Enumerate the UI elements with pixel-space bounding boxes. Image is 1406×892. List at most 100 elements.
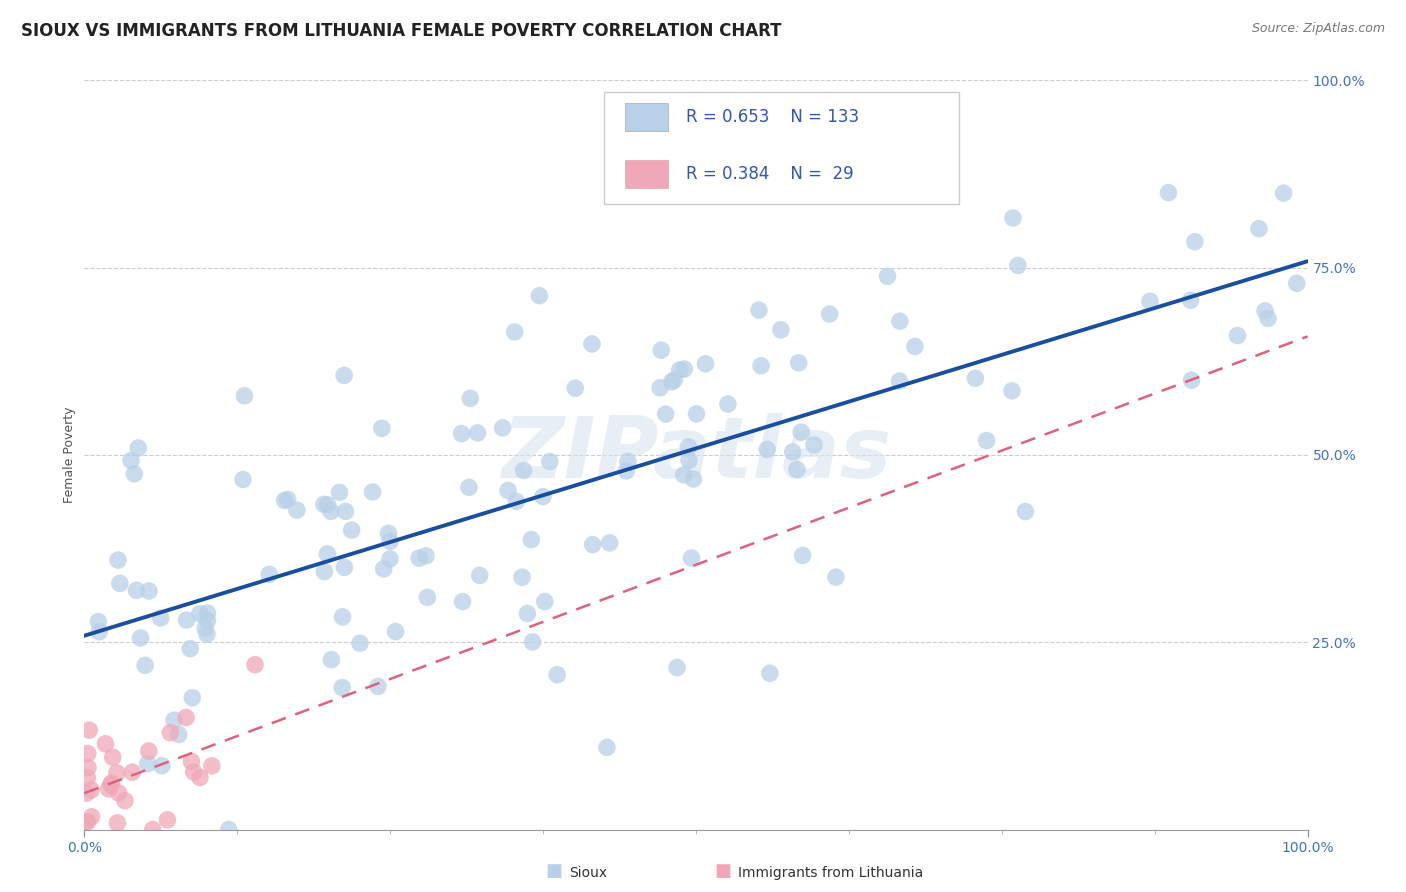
Point — [349, 636, 371, 650]
Point — [965, 371, 987, 385]
Point — [458, 480, 481, 494]
Point — [661, 375, 683, 389]
Point — [201, 759, 224, 773]
Text: ■: ■ — [546, 863, 562, 880]
Point — [769, 323, 792, 337]
Point — [181, 690, 204, 705]
Text: Immigrants from Lithuania: Immigrants from Lithuania — [738, 866, 924, 880]
Point — [1180, 293, 1202, 308]
Point — [319, 504, 342, 518]
Point — [188, 771, 211, 785]
Point — [107, 786, 129, 800]
Point — [183, 764, 205, 779]
Y-axis label: Female Poverty: Female Poverty — [63, 407, 76, 503]
Point — [678, 440, 700, 454]
Point — [522, 635, 544, 649]
Point — [277, 492, 299, 507]
Point — [330, 681, 353, 695]
Point — [976, 434, 998, 448]
Point — [176, 613, 198, 627]
Point — [492, 421, 515, 435]
Point — [76, 771, 98, 785]
Point — [194, 621, 217, 635]
Point — [520, 533, 543, 547]
Point — [156, 813, 179, 827]
Point — [1139, 294, 1161, 309]
Point — [75, 815, 97, 830]
Point — [1180, 373, 1202, 387]
Point — [333, 368, 356, 383]
Point — [582, 538, 605, 552]
Point — [80, 810, 103, 824]
Point — [77, 761, 100, 775]
Point — [138, 744, 160, 758]
Point — [316, 498, 339, 512]
Point — [333, 560, 356, 574]
Point — [904, 339, 927, 353]
Point — [695, 357, 717, 371]
Point — [581, 337, 603, 351]
Point — [314, 565, 336, 579]
Point — [450, 426, 472, 441]
Point — [134, 658, 156, 673]
Text: ZIPatlas: ZIPatlas — [501, 413, 891, 497]
Point — [89, 624, 111, 639]
Point — [662, 373, 685, 387]
FancyBboxPatch shape — [605, 92, 959, 204]
Point — [685, 407, 707, 421]
Point — [599, 536, 621, 550]
Point — [748, 303, 770, 318]
Point — [1014, 504, 1036, 518]
Point — [163, 713, 186, 727]
Point — [125, 583, 148, 598]
Point — [361, 485, 384, 500]
Point — [76, 786, 98, 800]
Point — [87, 615, 110, 629]
Point — [197, 614, 219, 628]
Point — [167, 727, 190, 741]
Point — [316, 547, 339, 561]
Point — [105, 816, 128, 830]
Point — [654, 407, 676, 421]
Point — [120, 453, 142, 467]
Point — [1184, 235, 1206, 249]
Point — [1257, 311, 1279, 326]
Point — [1272, 186, 1295, 200]
Point — [273, 493, 295, 508]
Text: Source: ZipAtlas.com: Source: ZipAtlas.com — [1251, 22, 1385, 36]
Point — [496, 483, 519, 498]
Point — [76, 747, 98, 761]
Point — [650, 343, 672, 358]
Bar — [626, 160, 668, 188]
Point — [531, 490, 554, 504]
Point — [818, 307, 841, 321]
Point — [673, 362, 696, 376]
Point — [121, 765, 143, 780]
Point — [416, 591, 439, 605]
Point — [617, 454, 640, 468]
Point — [378, 534, 401, 549]
Point — [159, 725, 181, 739]
Point — [138, 584, 160, 599]
Point — [1254, 304, 1277, 318]
Point — [616, 464, 638, 478]
Point — [367, 680, 389, 694]
Point — [188, 607, 211, 621]
Point — [756, 442, 779, 457]
Point — [233, 389, 256, 403]
Point — [415, 549, 437, 563]
Point — [129, 631, 152, 645]
Point — [668, 363, 690, 377]
Point — [648, 381, 671, 395]
Point — [1157, 186, 1180, 200]
Point — [179, 641, 201, 656]
Point — [876, 269, 898, 284]
Point — [792, 549, 814, 563]
Bar — [626, 103, 668, 131]
Point — [328, 485, 350, 500]
Point — [142, 822, 165, 837]
Point — [101, 750, 124, 764]
Point — [97, 781, 120, 796]
Point — [759, 666, 782, 681]
Point — [149, 611, 172, 625]
